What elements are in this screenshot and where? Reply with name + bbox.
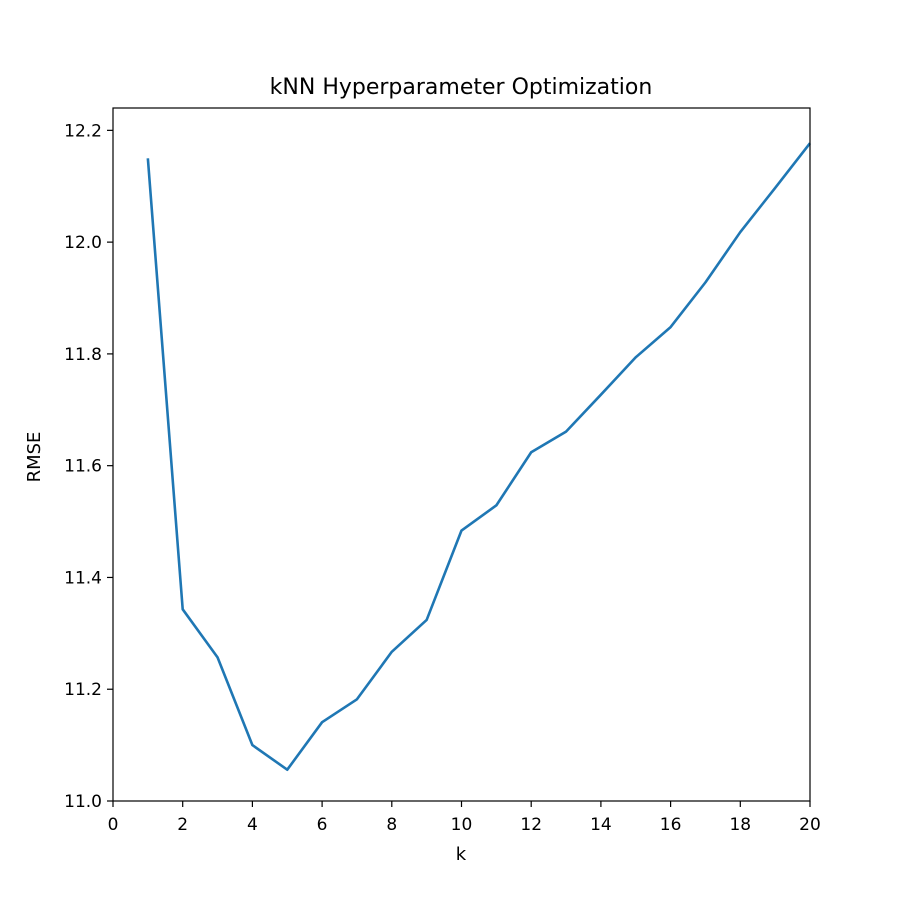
y-tick-label-0: 11.0 — [64, 792, 102, 812]
x-axis: 0 2 4 6 8 10 12 14 16 18 20 — [108, 801, 821, 835]
x-tick-label-1: 2 — [177, 815, 188, 835]
x-tick-label-8: 16 — [660, 815, 682, 835]
x-tick-label-2: 4 — [247, 815, 258, 835]
x-tick-label-0: 0 — [108, 815, 119, 835]
y-tick-label-6: 12.2 — [64, 121, 102, 141]
y-axis: 11.0 11.2 11.4 11.6 11.8 12.0 12.2 — [64, 121, 113, 812]
y-tick-label-2: 11.4 — [64, 568, 102, 588]
x-tick-label-10: 20 — [799, 815, 821, 835]
x-tick-label-3: 6 — [317, 815, 328, 835]
x-tick-label-7: 14 — [590, 815, 612, 835]
x-tick-label-6: 12 — [520, 815, 542, 835]
x-tick-label-9: 18 — [729, 815, 751, 835]
chart-title: kNN Hyperparameter Optimization — [270, 75, 653, 100]
x-tick-label-4: 8 — [386, 815, 397, 835]
y-tick-label-5: 12.0 — [64, 233, 102, 253]
y-tick-label-4: 11.8 — [64, 345, 102, 365]
series-line-0 — [146, 142, 812, 772]
plot-area — [146, 142, 812, 772]
x-tick-label-5: 10 — [451, 815, 473, 835]
y-tick-label-3: 11.6 — [64, 457, 102, 477]
plot-frame — [112, 107, 811, 802]
y-tick-label-1: 11.2 — [64, 680, 102, 700]
x-axis-label: k — [456, 844, 467, 865]
y-axis-label: RMSE — [24, 432, 45, 483]
